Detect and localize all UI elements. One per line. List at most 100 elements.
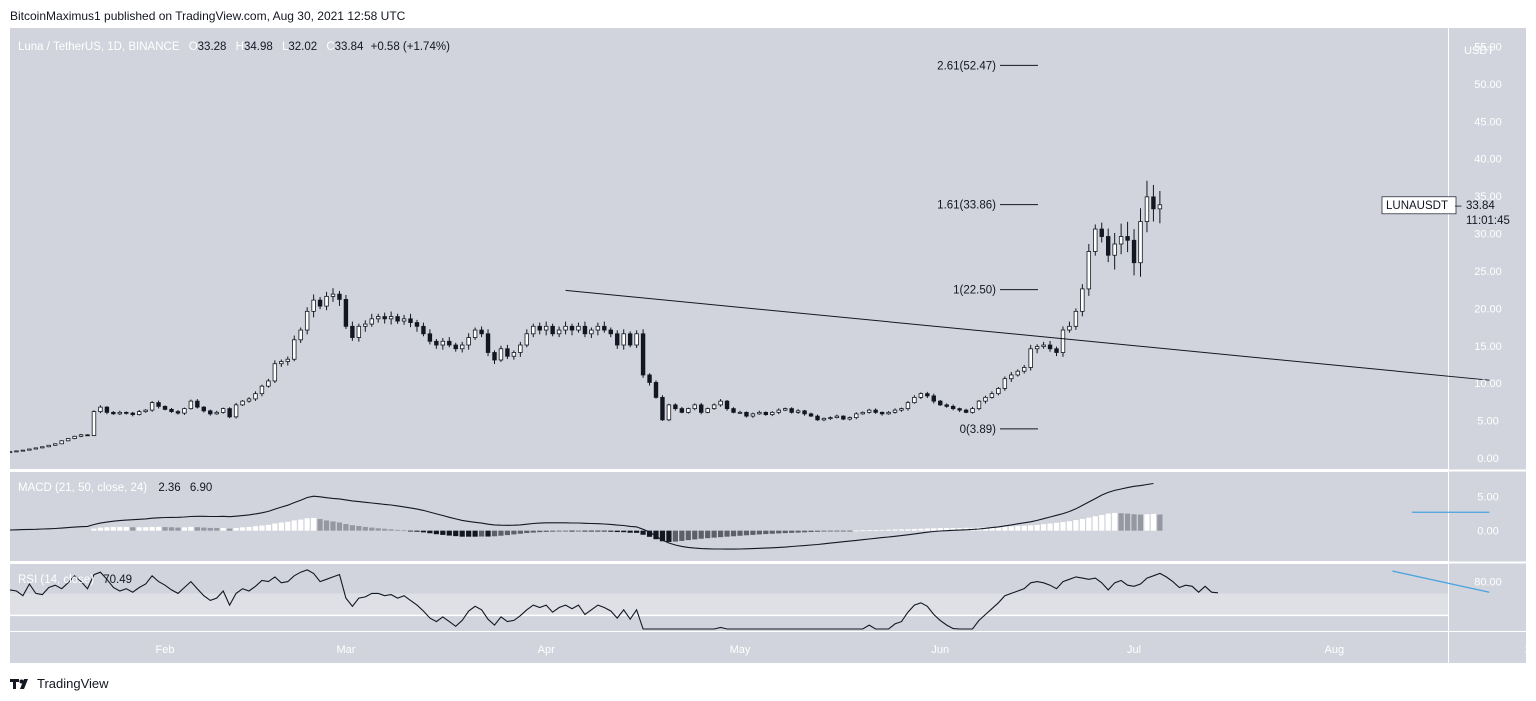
candle-up xyxy=(1112,243,1117,256)
candle-up xyxy=(266,380,271,387)
macd-hist-bar xyxy=(168,527,175,531)
candle-up xyxy=(666,404,672,421)
macd-hist-bar xyxy=(950,527,956,531)
macd-hist-bar xyxy=(466,530,472,537)
publisher-caption: BitcoinMaximus1 published on TradingView… xyxy=(10,9,406,23)
candle-up xyxy=(72,435,77,439)
candle-down xyxy=(1106,236,1111,256)
candle-up xyxy=(905,402,911,410)
candle-down xyxy=(957,408,962,411)
price-tick-label: 35.00 xyxy=(1474,191,1502,203)
macd-hist-bar xyxy=(1150,513,1157,531)
currency-label: USDT xyxy=(1464,45,1494,57)
candle-down xyxy=(104,406,110,413)
candle-up xyxy=(750,413,756,417)
candle-up xyxy=(182,408,187,414)
macd-hist-bar xyxy=(1079,518,1085,531)
macd-hist-bar xyxy=(1015,526,1021,531)
candle-up xyxy=(1015,370,1020,376)
candle-up xyxy=(1060,329,1066,353)
candle-up xyxy=(854,413,859,418)
rsi-axis[interactable]: 80.00 xyxy=(1474,577,1502,589)
candle-up xyxy=(1028,348,1033,368)
macd-hist-bar xyxy=(453,530,459,537)
time-axis[interactable]: FebMarAprMayJunJulAugSepOct xyxy=(156,644,1526,656)
candle-up xyxy=(1034,346,1040,350)
macd-hist-bar xyxy=(285,521,291,531)
candle-up xyxy=(595,325,601,331)
price-tick-label: 0.00 xyxy=(1477,453,1498,465)
macd-hist-bar xyxy=(110,526,116,531)
price-tick-label: 15.00 xyxy=(1474,341,1502,353)
candle-down xyxy=(731,408,736,413)
macd-hist-bar xyxy=(756,530,762,535)
candle-up xyxy=(459,344,465,350)
candle-up xyxy=(298,329,303,341)
time-tick-label: Mar xyxy=(336,644,355,656)
macd-hist-bar xyxy=(808,530,814,533)
macd-hist-bar xyxy=(743,530,750,536)
macd-hist-bar xyxy=(407,530,414,532)
candle-up xyxy=(1022,367,1027,372)
symbol-title: Luna / TetherUS, 1D, BINANCE xyxy=(18,41,180,53)
candle-down xyxy=(1125,236,1130,241)
candle-down xyxy=(505,348,510,357)
macd-hist-bar xyxy=(627,530,633,533)
price-axis[interactable]: 55.00 50.00 45.00 40.00 35.00 30.00 25.00 20.00… xyxy=(1474,41,1502,465)
price-tick-label: 25.00 xyxy=(1474,266,1502,278)
candle-down xyxy=(343,298,349,327)
candle-down xyxy=(175,411,181,414)
macd-axis[interactable]: 5.00 0.00 xyxy=(1477,492,1498,538)
macd-hist-bar xyxy=(937,528,943,531)
macd-hist-bar xyxy=(737,530,743,536)
ohlc-low-label: L xyxy=(282,41,289,53)
footer-brand[interactable]: TradingView xyxy=(10,676,109,691)
candle-up xyxy=(240,400,245,406)
candle-up xyxy=(279,361,284,365)
macd-hist-bar xyxy=(1137,514,1144,531)
macd-hist-bar xyxy=(382,528,388,531)
macd-hist-bar xyxy=(388,529,394,531)
candle-up xyxy=(246,398,252,402)
price-tick-label: 55.00 xyxy=(1474,41,1502,53)
macd-hist-bar xyxy=(246,526,252,531)
macd-hist-bar xyxy=(298,519,304,531)
time-tick-label: Jun xyxy=(931,644,949,656)
macd-hist-bar xyxy=(911,528,917,531)
candle-down xyxy=(873,409,878,413)
macd-hist-bar xyxy=(504,530,511,536)
candle-down xyxy=(479,329,484,335)
macd-hist-bar xyxy=(130,527,136,531)
macd-hist-bar xyxy=(97,527,104,531)
candle-up xyxy=(821,417,827,421)
macd-hist-bar xyxy=(1034,524,1040,531)
descending-trendline[interactable] xyxy=(565,289,1490,381)
chart-canvas[interactable]: 2.61(52.47) 1.61(33.86) 1(22.50) 0(3.89) Lu… xyxy=(10,28,1526,663)
macd-hist-bar xyxy=(608,530,614,532)
candle-up xyxy=(795,410,801,413)
candle-up xyxy=(976,400,982,410)
macd-hist-bar xyxy=(311,518,317,531)
macd-hist-bar xyxy=(233,527,239,531)
candle-up xyxy=(899,408,904,411)
candle-up xyxy=(634,333,639,346)
macd-hist-bar xyxy=(459,530,465,537)
macd-hist-bar xyxy=(291,520,297,531)
macd-hist-bar xyxy=(343,523,349,531)
fib-extension-levels[interactable]: 2.61(52.47) 1.61(33.86) 1(22.50) 0(3.89) xyxy=(937,60,1038,436)
candle-up xyxy=(253,393,258,400)
macd-hist-bar xyxy=(433,530,439,535)
candle-up xyxy=(46,444,51,448)
candle-up xyxy=(33,447,39,450)
candle-down xyxy=(653,382,659,398)
macd-hist-bar xyxy=(614,530,620,533)
macd-hist-bar xyxy=(188,526,194,531)
candle-up xyxy=(1073,310,1079,327)
macd-hist-bar xyxy=(1105,513,1111,531)
candle-up xyxy=(401,318,407,322)
macd-hist-bar xyxy=(1131,514,1137,531)
macd-hist-bar xyxy=(123,526,129,531)
candle-up xyxy=(886,411,891,415)
macd-hist-bar xyxy=(1060,522,1066,531)
macd-hist-bar xyxy=(892,529,898,531)
